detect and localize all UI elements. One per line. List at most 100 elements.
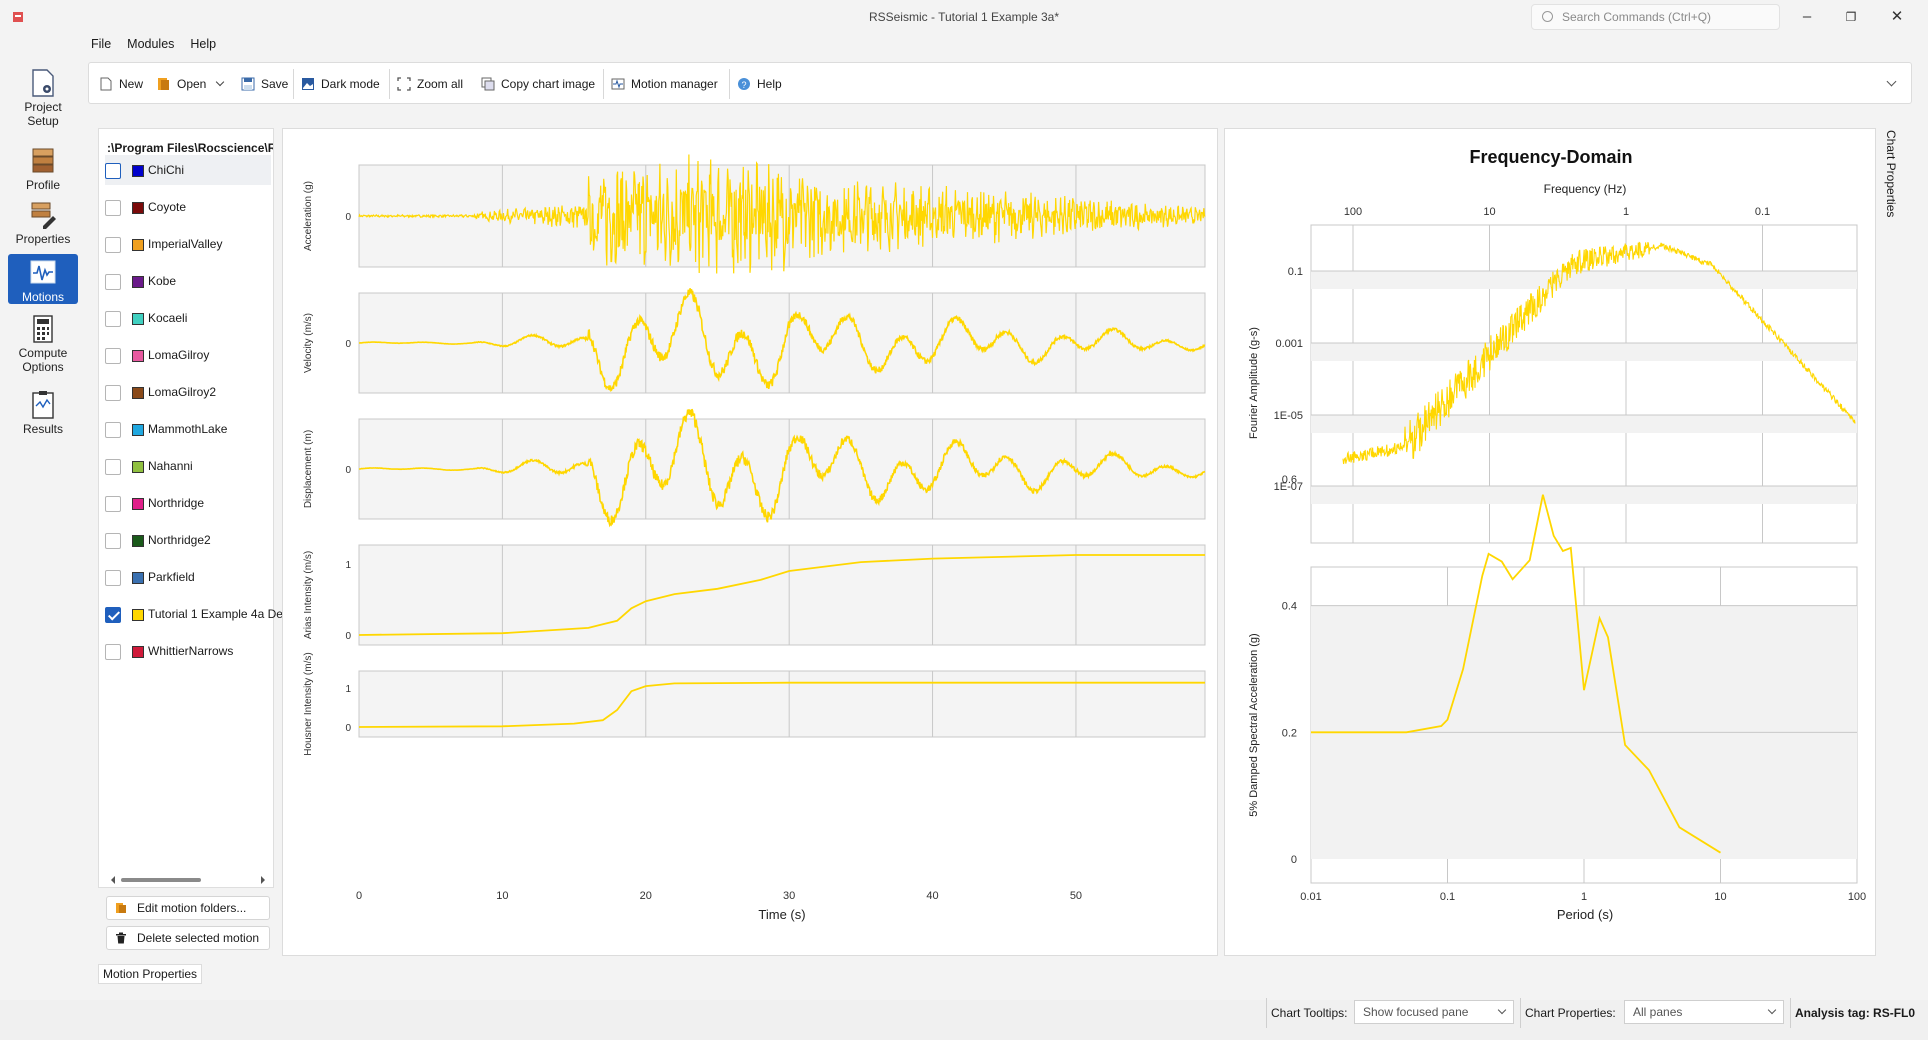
motion-folder-path: :\Program Files\Rocscience\RSSeismic <box>107 141 273 155</box>
search-commands-input[interactable]: Search Commands (Ctrl+Q) <box>1531 4 1780 30</box>
zoom-all-button[interactable]: Zoom all <box>395 74 463 94</box>
grid-band <box>1311 415 1857 433</box>
nav-properties[interactable]: Properties <box>8 196 78 250</box>
close-button[interactable]: ✕ <box>1890 8 1904 25</box>
menu-help[interactable]: Help <box>190 37 217 51</box>
save-button[interactable]: Save <box>239 74 288 94</box>
edit-motion-folders-label: Edit motion folders... <box>137 901 247 915</box>
motion-item[interactable]: Tutorial 1 Example 4a Default <box>105 599 306 629</box>
motion-checkbox[interactable] <box>105 237 121 253</box>
motion-checkbox[interactable] <box>105 570 121 586</box>
scroll-right-icon[interactable] <box>261 876 269 884</box>
motion-checkbox[interactable] <box>105 163 121 179</box>
motion-name: LomaGilroy <box>148 348 210 362</box>
nav-results[interactable]: Results <box>8 386 78 436</box>
scroll-thumb[interactable] <box>121 878 201 882</box>
frequency-domain-panel[interactable]: Frequency-Domain Frequency (Hz) 100 10 1 0.1 0… <box>1224 128 1910 957</box>
motion-color-swatch <box>132 572 144 584</box>
time-domain-chart[interactable]: Acceleration (g) Velocity (m/s) Displaceme… <box>283 129 1219 957</box>
tab-motion-properties[interactable]: Motion Properties <box>98 964 203 984</box>
y-tick-label: 1 <box>345 560 351 571</box>
motion-item[interactable]: Kocaeli <box>105 303 271 333</box>
arias-intensity-line <box>358 554 1205 636</box>
motion-item[interactable]: MammothLake <box>105 414 271 444</box>
new-file-icon <box>100 77 112 91</box>
chevron-down-icon[interactable] <box>215 77 225 87</box>
scroll-left-icon[interactable] <box>107 876 115 884</box>
motion-checkbox[interactable] <box>105 422 121 438</box>
folder-icon <box>116 903 126 913</box>
motion-item[interactable]: WhittierNarrows <box>105 636 271 666</box>
save-icon <box>241 77 255 91</box>
motion-item[interactable]: Northridge2 <box>105 525 271 555</box>
menu-modules[interactable]: Modules <box>127 37 175 51</box>
motion-item[interactable]: ChiChi <box>105 155 271 185</box>
motions-list-pane: :\Program Files\Rocscience\RSSeismic Chi… <box>98 128 306 888</box>
time-domain-panel[interactable]: Acceleration (g) Velocity (m/s) Displaceme… <box>282 128 1218 956</box>
motion-checkbox[interactable] <box>105 348 121 364</box>
motion-color-swatch <box>132 535 144 547</box>
open-label: Open <box>177 77 207 91</box>
x-tick-label: 10 <box>1714 891 1726 903</box>
open-button[interactable]: Open <box>155 74 227 94</box>
properties-icon <box>31 202 56 229</box>
x-tick-label-top: 100 <box>1344 206 1362 218</box>
motion-checkbox[interactable] <box>105 644 121 660</box>
y-tick-label: 1E-05 <box>1274 410 1303 422</box>
title-bar: RSSeismic - Tutorial 1 Example 3a* Searc… <box>0 0 1928 34</box>
motion-item[interactable]: Northridge <box>105 488 271 518</box>
menu-file[interactable]: File <box>91 37 112 51</box>
nav-motions[interactable]: Motions <box>8 254 78 304</box>
delete-selected-motion-button[interactable]: Delete selected motion <box>106 926 270 950</box>
motion-checkbox[interactable] <box>105 496 121 512</box>
motion-color-swatch <box>132 646 144 658</box>
motion-name: Tutorial 1 Example 4a Default <box>148 607 306 621</box>
motion-checkbox[interactable] <box>105 607 121 623</box>
chart-properties-side-tab[interactable]: Chart Properties <box>1880 130 1904 220</box>
housner-intensity-line <box>358 681 1205 728</box>
window-title: RSSeismic - Tutorial 1 Example 3a* <box>868 10 1060 24</box>
help-label: Help <box>757 77 782 91</box>
chart-properties-select[interactable]: All panes <box>1624 1000 1784 1024</box>
toolbar-divider <box>729 69 730 99</box>
motion-checkbox[interactable] <box>105 274 121 290</box>
dark-mode-button[interactable]: Dark mode <box>299 74 380 94</box>
motion-item[interactable]: ImperialValley <box>105 229 271 259</box>
motions-icon <box>30 260 56 284</box>
y-tick-label: 0.1 <box>1288 266 1303 278</box>
nav-project-setup[interactable]: Project Setup <box>8 64 78 136</box>
spectral-acceleration-line <box>1311 494 1721 854</box>
motion-item[interactable]: Parkfield <box>105 562 271 592</box>
motion-item[interactable]: Kobe <box>105 266 271 296</box>
chart-tooltips-select[interactable]: Show focused pane <box>1354 1000 1514 1024</box>
chart-title: Frequency-Domain <box>1469 147 1632 167</box>
new-button[interactable]: New <box>97 74 143 94</box>
nav-profile[interactable]: Profile <box>8 142 78 194</box>
grid-band <box>1311 732 1857 859</box>
help-button[interactable]: ? Help <box>735 74 782 94</box>
edit-motion-folders-button[interactable]: Edit motion folders... <box>106 896 270 920</box>
motion-checkbox[interactable] <box>105 385 121 401</box>
motion-checkbox[interactable] <box>105 533 121 549</box>
horizontal-scrollbar[interactable] <box>105 875 271 885</box>
motion-checkbox[interactable] <box>105 459 121 475</box>
motion-item[interactable]: Coyote <box>105 192 271 222</box>
ribbon-collapse-icon[interactable] <box>1886 76 1897 87</box>
nav-label: Properties <box>15 232 71 246</box>
copy-chart-image-button[interactable]: Copy chart image <box>479 74 595 94</box>
nav-compute-options[interactable]: Compute Options <box>8 310 78 374</box>
copy-chart-label: Copy chart image <box>501 77 596 91</box>
motion-item[interactable]: LomaGilroy2 <box>105 377 271 407</box>
motion-checkbox[interactable] <box>105 311 121 327</box>
minimize-button[interactable]: – <box>1802 8 1812 25</box>
results-icon <box>32 391 54 419</box>
motion-item[interactable]: LomaGilroy <box>105 340 271 370</box>
maximize-button[interactable]: ❐ <box>1845 10 1857 24</box>
motion-name: Kocaeli <box>148 311 188 325</box>
motion-item[interactable]: Nahanni <box>105 451 271 481</box>
motion-manager-button[interactable]: Motion manager <box>609 74 718 94</box>
nav-label: Motions <box>21 290 65 304</box>
motion-checkbox[interactable] <box>105 200 121 216</box>
y-tick-label: 0.4 <box>1282 601 1297 613</box>
